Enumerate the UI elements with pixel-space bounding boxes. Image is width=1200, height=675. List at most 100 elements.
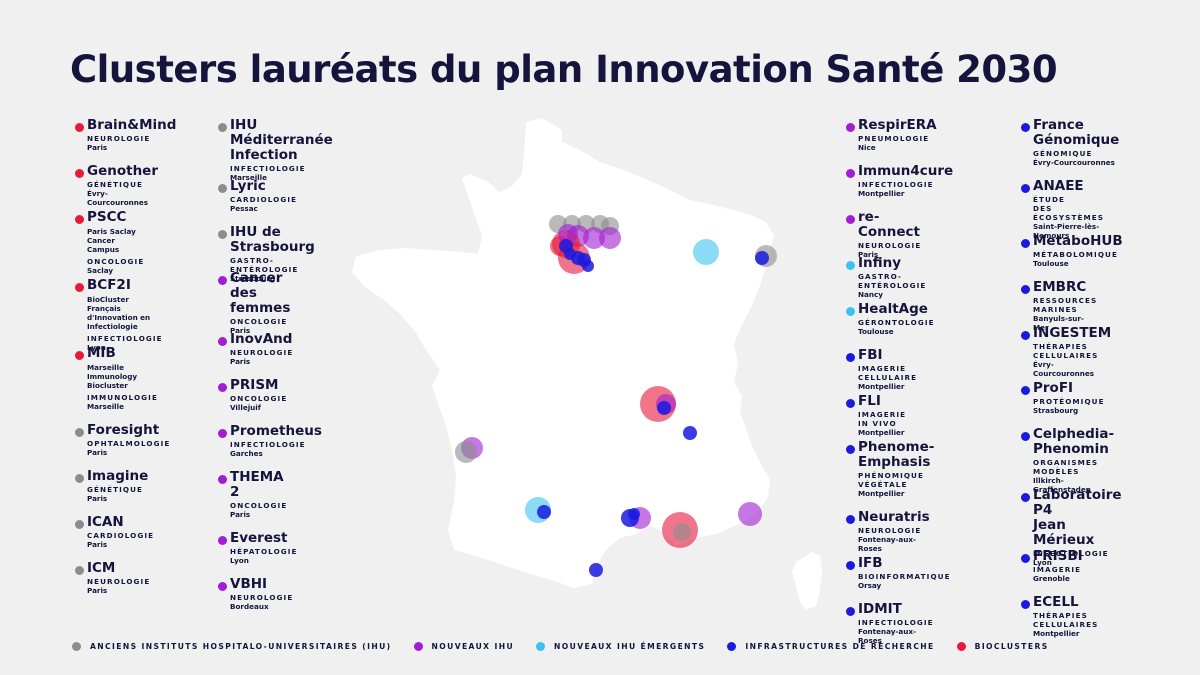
cluster-category-dot: [75, 351, 84, 360]
corsica-shape: [792, 552, 822, 610]
cluster-domain: HÉPATOLOGIE: [230, 547, 298, 556]
cluster-domain: NEUROLOGIE: [858, 526, 922, 535]
legend-item: NOUVEAUX IHU: [413, 641, 515, 651]
cluster-name: FBI: [858, 347, 883, 363]
cluster-name: re-Connect: [858, 209, 921, 240]
cluster-name: MIB: [87, 345, 116, 361]
france-mainland-shape: [352, 118, 774, 588]
cluster-entry: France Génomique GÉNOMIQUE Évry-Courcouron…: [1021, 118, 1119, 167]
cluster-category-dot: [1021, 432, 1030, 441]
cluster-name: THEMA 2: [230, 469, 284, 500]
cluster-domain: THÉRAPIES CELLULAIRES: [1033, 342, 1099, 360]
cluster-domain: INFECTIOLOGIE: [230, 164, 306, 173]
map-marker-infrastructures: [657, 401, 671, 415]
map-marker-ihu-anciens: [455, 441, 477, 463]
cluster-location: Saint-Pierre-lès-Nemours: [1033, 222, 1100, 240]
cluster-name: HealtAge: [858, 301, 928, 317]
map-marker-ihu-nouveaux: [583, 227, 605, 249]
cluster-name: Genother: [87, 163, 159, 179]
cluster-location: Garches: [230, 449, 263, 458]
map-marker-infrastructures: [589, 563, 603, 577]
cluster-location: Illkirch-Graffenstaden: [1033, 476, 1091, 494]
cluster-location: Paris: [87, 143, 108, 152]
legend-label: NOUVEAUX IHU: [431, 641, 515, 651]
cluster-domain: NEUROLOGIE: [858, 241, 922, 250]
cluster-location: Paris: [858, 250, 879, 259]
cluster-category-dot: [218, 184, 227, 193]
map-marker-infrastructures: [755, 251, 769, 265]
cluster-location: Strasbourg: [230, 274, 276, 283]
cluster-category-dot: [846, 123, 855, 132]
cluster-entry: RespirERA PNEUMOLOGIE Nice: [846, 118, 937, 152]
cluster-domain: GÉNOMIQUE: [1033, 149, 1093, 158]
cluster-location: Toulouse: [858, 327, 894, 336]
cluster-location: Évry-Courcouronnes: [87, 189, 149, 207]
cluster-name: MetaboHUB: [1033, 233, 1123, 249]
cluster-name: ProFI: [1033, 380, 1074, 396]
cluster-entry: Brain&Mind NEUROLOGIE Paris: [75, 118, 176, 152]
legend-label: INFRASTRUCTURES DE RECHERCHE: [745, 641, 935, 651]
cluster-entry: InovAnd NEUROLOGIE Paris: [218, 332, 293, 366]
cluster-domain: INFECTIOLOGIE: [1033, 549, 1109, 558]
cluster-location: Lyon: [87, 343, 106, 352]
cluster-name: Phenome-Emphasis: [858, 439, 935, 470]
cluster-location: Bordeaux: [230, 602, 269, 611]
cluster-location: Évry-Courcouronnes: [1033, 360, 1095, 378]
map-marker-infrastructures: [564, 248, 576, 260]
cluster-entry: Lyric CARDIOLOGIE Pessac: [218, 179, 297, 213]
map-marker-infrastructures: [628, 508, 640, 520]
cluster-entry: Cancer des femmes ONCOLOGIE Paris: [218, 271, 290, 335]
cluster-category-dot: [846, 215, 855, 224]
cluster-domain: GÉNÉTIQUE: [87, 180, 144, 189]
cluster-name: EMBRC: [1033, 279, 1087, 295]
cluster-name: Imagine: [87, 468, 149, 484]
cluster-location: Paris: [87, 586, 108, 595]
cluster-name: FLI: [858, 393, 881, 409]
map-marker-ihu-nouveaux: [738, 502, 762, 526]
cluster-name: Foresight: [87, 422, 160, 438]
cluster-domain: ÉTUDE DES ÉCOSYSTÈMES: [1033, 195, 1105, 222]
cluster-location: Villejuif: [230, 403, 261, 412]
cluster-entry: IDMIT INFECTIOLOGIE Fontenay-aux-Roses: [846, 602, 934, 645]
cluster-category-dot: [218, 475, 227, 484]
cluster-category-dot: [1021, 386, 1030, 395]
cluster-entry: Immun4cure INFECTIOLOGIE Montpellier: [846, 164, 953, 198]
cluster-category-dot: [75, 566, 84, 575]
cluster-category-dot: [75, 520, 84, 529]
cluster-name: Cancer des femmes: [230, 270, 291, 316]
cluster-category-dot: [218, 337, 227, 346]
cluster-entry: IFB BIOINFORMATIQUE Orsay: [846, 556, 951, 590]
cluster-entry: Foresight OPHTALMOLOGIE Paris: [75, 423, 170, 457]
cluster-name: Celphedia-Phenomin: [1033, 426, 1115, 457]
cluster-entry: EMBRC RESSOURCES MARINES Banyuls-sur-Mer: [1021, 280, 1097, 332]
cluster-location: Marseille: [230, 173, 267, 182]
cluster-category-dot: [1021, 184, 1030, 193]
cluster-domain: GASTRO-ENTÉROLOGIE: [230, 256, 299, 274]
map-marker-ihu-anciens: [673, 523, 691, 541]
cluster-full-name: Paris Saclay Cancer Campus: [87, 227, 136, 254]
cluster-entry: Imagine GÉNÉTIQUE Paris: [75, 469, 148, 503]
legend-dot: [956, 641, 966, 651]
cluster-location: Montpellier: [858, 428, 905, 437]
cluster-category-dot: [1021, 239, 1030, 248]
cluster-location: Toulouse: [1033, 259, 1069, 268]
cluster-category-dot: [846, 561, 855, 570]
cluster-entry: ProFI PROTÉOMIQUE Strasbourg: [1021, 381, 1105, 415]
cluster-domain: NEUROLOGIE: [87, 577, 151, 586]
cluster-location: Fontenay-aux-Roses: [858, 535, 916, 553]
cluster-category-dot: [218, 429, 227, 438]
cluster-location: Paris: [230, 357, 251, 366]
cluster-category-dot: [1021, 331, 1030, 340]
cluster-entry: IHU Méditerranée Infection INFECTIOLOGIE M…: [218, 118, 333, 182]
cluster-location: Paris: [230, 510, 251, 519]
cluster-entry: VBHI NEUROLOGIE Bordeaux: [218, 577, 293, 611]
cluster-entry: Laboratoire P4 Jean Mérieux INFECTIOLOGIE…: [1021, 488, 1122, 567]
cluster-entry: Everest HÉPATOLOGIE Lyon: [218, 531, 298, 565]
cluster-domain: NEUROLOGIE: [230, 348, 294, 357]
france-map: [352, 118, 822, 610]
cluster-category-dot: [75, 283, 84, 292]
cluster-category-dot: [846, 399, 855, 408]
cluster-category-dot: [846, 261, 855, 270]
cluster-category-dot: [846, 353, 855, 362]
cluster-entry: ANAEE ÉTUDE DES ÉCOSYSTÈMES Saint-Pierre-l…: [1021, 179, 1104, 240]
